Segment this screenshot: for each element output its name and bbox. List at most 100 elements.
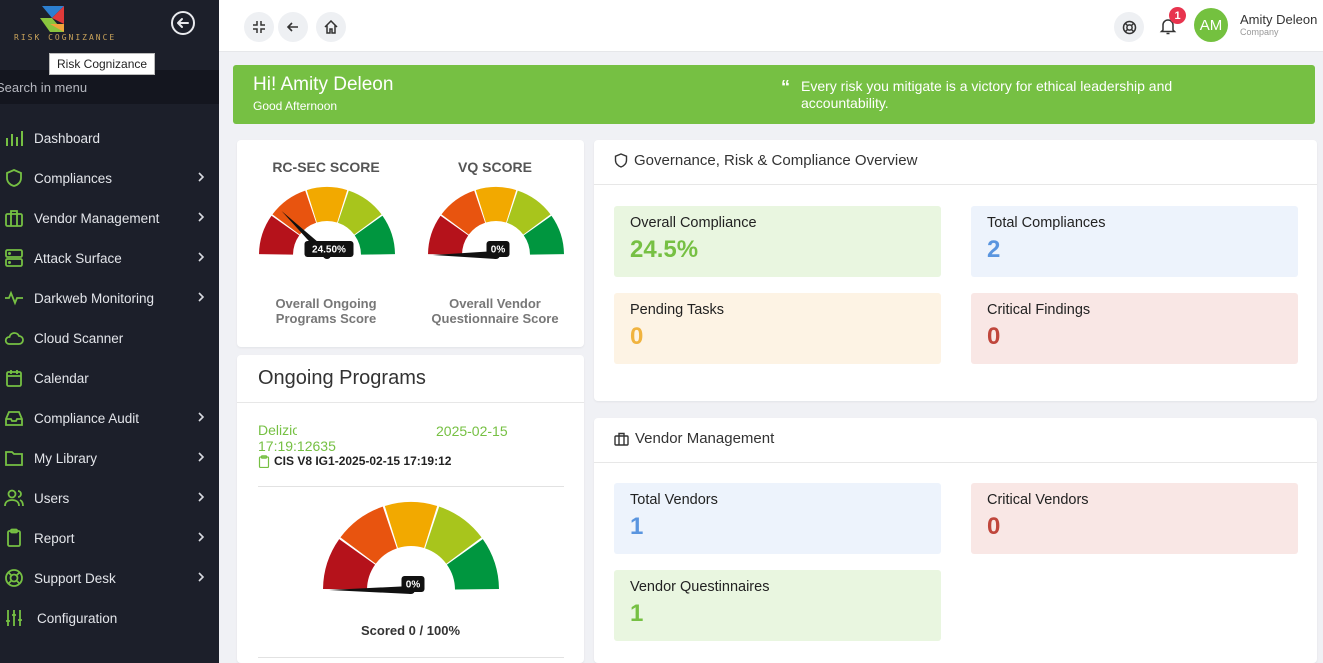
sidebar-item-label: Configuration <box>37 610 118 626</box>
grc-overview-title: Governance, Risk & Compliance Overview <box>634 152 918 169</box>
sidebar-item-label: Compliances <box>34 170 113 186</box>
chevron-right-icon <box>198 172 205 182</box>
lifebuoy-icon <box>1122 20 1136 34</box>
shield-icon <box>4 168 24 188</box>
menu-search-band <box>0 70 219 104</box>
sidebar-item-report[interactable]: Report <box>0 518 219 558</box>
home-button[interactable] <box>316 12 346 42</box>
rc-sec-score-label: Overall Ongoing Programs Score <box>275 296 377 326</box>
chevron-right-icon <box>198 212 205 222</box>
program-name-text: CIS V8 IG1-2025-02-15 17:19:12 <box>274 454 452 468</box>
gauge-segment <box>425 506 482 564</box>
stat-total-compliances[interactable]: Total Compliances 2 <box>971 206 1298 277</box>
sidebar-menu: Dashboard Compliances Vendor Management … <box>0 118 219 638</box>
stat-value: 1 <box>630 600 644 627</box>
sidebar-item-label: Compliance Audit <box>34 410 140 426</box>
sidebar-item-vendor-management[interactable]: Vendor Management <box>0 198 219 238</box>
sidebar-item-label: Support Desk <box>34 570 116 586</box>
clipboard-icon <box>4 528 24 548</box>
vendor-management-card: Vendor Management Total Vendors 1 Critic… <box>594 418 1317 663</box>
gauge-needle <box>432 251 496 259</box>
sidebar-item-calendar[interactable]: Calendar <box>0 358 219 398</box>
stat-label: Vendor Questinnaires <box>630 579 770 595</box>
menu-search-input[interactable] <box>0 78 206 96</box>
sidebar-item-label: Vendor Management <box>34 210 160 226</box>
minimize-icon <box>253 21 265 33</box>
calendar-icon <box>4 368 24 388</box>
redaction-block <box>297 427 427 437</box>
sidebar-item-label: Cloud Scanner <box>34 330 124 346</box>
user-role: Company <box>1240 27 1279 37</box>
sidebar-item-label: Report <box>34 530 75 546</box>
greeting-subtitle: Good Afternoon <box>253 99 338 113</box>
support-button[interactable] <box>1114 12 1144 42</box>
gauge-segment <box>384 502 438 548</box>
vq-gauge: 0% <box>428 187 564 259</box>
sidebar-item-my-library[interactable]: My Library <box>0 438 219 478</box>
program-name[interactable]: CIS V8 IG1-2025-02-15 17:19:12 <box>258 454 451 468</box>
divider <box>258 486 564 487</box>
vendor-management-header: Vendor Management <box>614 430 774 447</box>
stat-critical-findings[interactable]: Critical Findings 0 <box>971 293 1298 364</box>
gauge-segment <box>323 539 376 590</box>
collapse-sidebar-button[interactable] <box>171 11 195 35</box>
inbox-icon <box>4 408 24 428</box>
fullscreen-exit-button[interactable] <box>244 12 274 42</box>
shield-icon <box>614 153 628 168</box>
stat-label: Critical Findings <box>987 302 1091 318</box>
sidebar-item-attack-surface[interactable]: Attack Surface <box>0 238 219 278</box>
stat-value: 0 <box>987 323 1001 350</box>
score-card: RC-SEC SCORE 24.50% Overall Ongoing Prog… <box>237 140 584 347</box>
gauge-segment <box>306 187 348 223</box>
gauge-segment <box>259 215 300 255</box>
gauge-value-badge <box>304 241 354 257</box>
grc-overview-card: Governance, Risk & Compliance Overview O… <box>594 140 1317 401</box>
quote-icon: “ <box>781 77 790 97</box>
program-company[interactable]: Delizio, <box>258 422 304 438</box>
sidebar-item-label: Users <box>34 490 70 506</box>
sidebar-item-dashboard[interactable]: Dashboard <box>0 118 219 158</box>
chevron-right-icon <box>198 452 205 462</box>
gauge-value-badge <box>486 241 510 257</box>
stat-pending-tasks[interactable]: Pending Tasks 0 <box>614 293 941 364</box>
stat-critical-vendors[interactable]: Critical Vendors 0 <box>971 483 1298 554</box>
ongoing-programs-title: Ongoing Programs <box>258 367 426 389</box>
avatar[interactable]: AM <box>1194 8 1228 42</box>
sidebar-item-compliances[interactable]: Compliances <box>0 158 219 198</box>
back-button[interactable] <box>278 12 308 42</box>
clipboard-icon <box>258 454 270 468</box>
gauge-segment <box>428 215 469 255</box>
sidebar-item-support-desk[interactable]: Support Desk <box>0 558 219 598</box>
sidebar-item-label: Dashboard <box>34 130 101 146</box>
logo-text: RISK COGNIZANCE <box>14 33 117 42</box>
briefcase-icon <box>614 432 629 446</box>
stat-value: 0 <box>630 323 644 350</box>
risk-cognizance-logo[interactable] <box>14 4 98 44</box>
gauge-value-label: 0% <box>406 580 421 591</box>
sidebar-item-cloud-scanner[interactable]: Cloud Scanner <box>0 318 219 358</box>
stat-label: Total Vendors <box>630 492 718 508</box>
sidebar-item-label: Calendar <box>34 370 89 386</box>
stat-label: Total Compliances <box>987 215 1106 231</box>
gauge-segment <box>272 190 317 235</box>
sliders-icon <box>4 608 24 628</box>
divider <box>258 657 564 658</box>
program-date: 2025-02-15 <box>436 423 508 439</box>
folder-icon <box>4 448 24 468</box>
stat-total-vendors[interactable]: Total Vendors 1 <box>614 483 941 554</box>
chevron-right-icon <box>198 252 205 262</box>
sidebar-item-users[interactable]: Users <box>0 478 219 518</box>
greeting-banner: Hi! Amity Deleon Good Afternoon “ Every … <box>233 65 1315 124</box>
stat-vendor-questionnaires[interactable]: Vendor Questinnaires 1 <box>614 570 941 641</box>
sidebar-item-label: Attack Surface <box>34 250 122 266</box>
stat-value: 1 <box>630 513 644 540</box>
grc-overview-header: Governance, Risk & Compliance Overview <box>614 152 917 169</box>
stat-label: Overall Compliance <box>630 215 757 231</box>
stat-value: 24.5% <box>630 236 699 263</box>
lifebuoy-icon <box>4 568 24 588</box>
stat-overall-compliance[interactable]: Overall Compliance 24.5% <box>614 206 941 277</box>
sidebar-item-darkweb-monitoring[interactable]: Darkweb Monitoring <box>0 278 219 318</box>
sidebar-item-configuration[interactable]: Configuration <box>0 598 219 638</box>
sidebar-item-compliance-audit[interactable]: Compliance Audit <box>0 398 219 438</box>
user-name[interactable]: Amity Deleon <box>1240 12 1318 27</box>
